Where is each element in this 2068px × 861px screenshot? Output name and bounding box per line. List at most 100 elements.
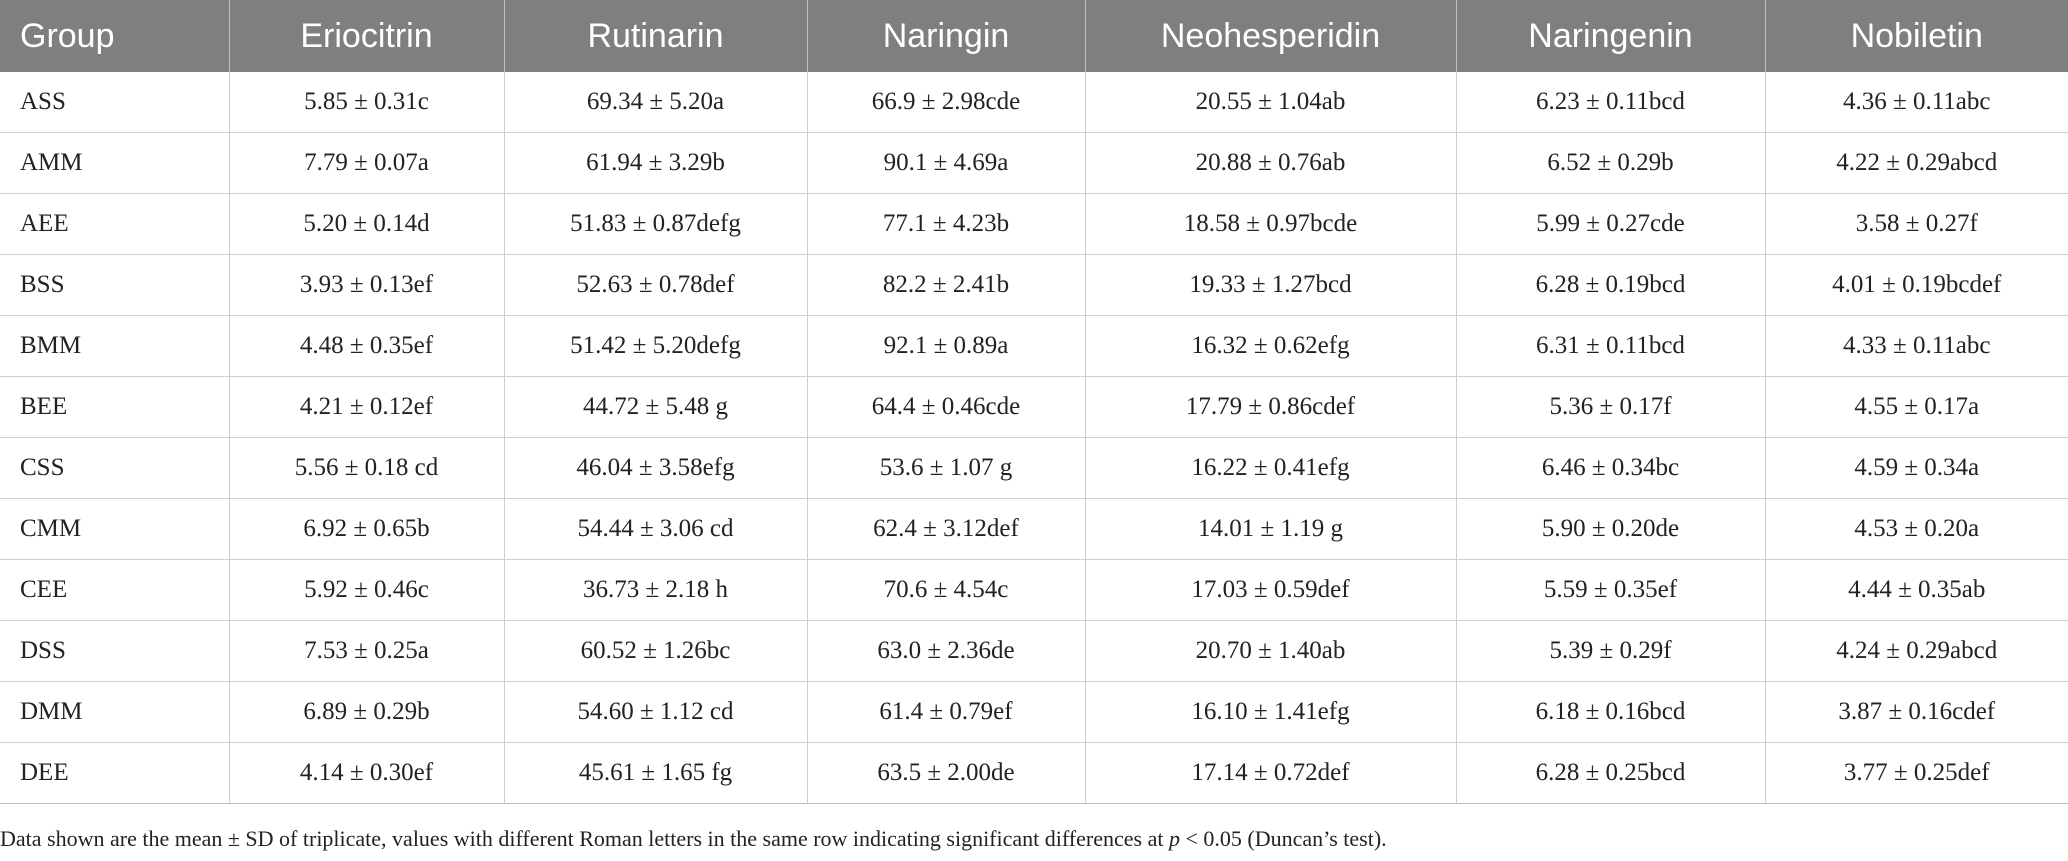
table-row: BSS 3.93 ± 0.13ef 52.63 ± 0.78def 82.2 ± 2.…	[0, 254, 2068, 316]
table-row: AEE 5.20 ± 0.14d 51.83 ± 0.87defg 77.1 ± 4.…	[0, 193, 2068, 255]
table-row: CSS 5.56 ± 0.18 cd 46.04 ± 3.58efg 53.6 ± 1…	[0, 437, 2068, 499]
header-cell: Naringin	[806, 0, 1085, 72]
value-cell: 20.88 ± 0.76ab	[1084, 132, 1457, 194]
value-cell: 16.22 ± 0.41efg	[1084, 437, 1457, 499]
value-cell: 5.39 ± 0.29f	[1455, 620, 1766, 682]
value-cell: 4.01 ± 0.19bcdef	[1764, 254, 2068, 316]
value-cell: 61.4 ± 0.79ef	[806, 681, 1086, 743]
value-cell: 6.28 ± 0.19bcd	[1455, 254, 1766, 316]
value-cell: 54.44 ± 3.06 cd	[503, 498, 808, 560]
header-cell: Naringenin	[1455, 0, 1765, 72]
table-row: DSS 7.53 ± 0.25a 60.52 ± 1.26bc 63.0 ± 2.36…	[0, 620, 2068, 682]
value-cell: 7.53 ± 0.25a	[228, 620, 505, 682]
value-cell: 20.70 ± 1.40ab	[1084, 620, 1457, 682]
value-cell: 53.6 ± 1.07 g	[806, 437, 1086, 499]
value-cell: 19.33 ± 1.27bcd	[1084, 254, 1457, 316]
value-cell: 18.58 ± 0.97bcde	[1084, 193, 1457, 255]
group-cell: AEE	[0, 193, 230, 255]
value-cell: 4.55 ± 0.17a	[1764, 376, 2068, 438]
value-cell: 36.73 ± 2.18 h	[503, 559, 808, 621]
value-cell: 20.55 ± 1.04ab	[1084, 72, 1457, 133]
table-body: ASS 5.85 ± 0.31c 69.34 ± 5.20a 66.9 ± 2.98c…	[0, 72, 2068, 804]
value-cell: 4.21 ± 0.12ef	[228, 376, 505, 438]
table-row: CEE 5.92 ± 0.46c 36.73 ± 2.18 h 70.6 ± 4.54…	[0, 559, 2068, 621]
value-cell: 62.4 ± 3.12def	[806, 498, 1086, 560]
value-cell: 46.04 ± 3.58efg	[503, 437, 808, 499]
table-row: CMM 6.92 ± 0.65b 54.44 ± 3.06 cd 62.4 ± 3.1…	[0, 498, 2068, 560]
group-cell: BEE	[0, 376, 230, 438]
value-cell: 82.2 ± 2.41b	[806, 254, 1086, 316]
value-cell: 4.48 ± 0.35ef	[228, 315, 505, 377]
value-cell: 6.89 ± 0.29b	[228, 681, 505, 743]
group-cell: CMM	[0, 498, 230, 560]
value-cell: 3.58 ± 0.27f	[1764, 193, 2068, 255]
value-cell: 70.6 ± 4.54c	[806, 559, 1086, 621]
value-cell: 5.56 ± 0.18 cd	[228, 437, 505, 499]
group-cell: DEE	[0, 742, 230, 804]
value-cell: 16.10 ± 1.41efg	[1084, 681, 1457, 743]
value-cell: 64.4 ± 0.46cde	[806, 376, 1086, 438]
value-cell: 3.87 ± 0.16cdef	[1764, 681, 2068, 743]
group-cell: AMM	[0, 132, 230, 194]
group-cell: CSS	[0, 437, 230, 499]
value-cell: 17.14 ± 0.72def	[1084, 742, 1457, 804]
table-row: BMM 4.48 ± 0.35ef 51.42 ± 5.20defg 92.1 ± 0…	[0, 315, 2068, 377]
value-cell: 92.1 ± 0.89a	[806, 315, 1086, 377]
footnote: Data shown are the mean ± SD of triplica…	[0, 826, 1387, 852]
value-cell: 90.1 ± 4.69a	[806, 132, 1086, 194]
group-cell: DSS	[0, 620, 230, 682]
value-cell: 61.94 ± 3.29b	[503, 132, 808, 194]
table-row: ASS 5.85 ± 0.31c 69.34 ± 5.20a 66.9 ± 2.98c…	[0, 72, 2068, 133]
value-cell: 60.52 ± 1.26bc	[503, 620, 808, 682]
footnote-text: Data shown are the mean ± SD of triplica…	[0, 826, 1169, 851]
value-cell: 5.90 ± 0.20de	[1455, 498, 1766, 560]
header-cell: Rutinarin	[503, 0, 807, 72]
value-cell: 6.18 ± 0.16bcd	[1455, 681, 1766, 743]
header-cell: Eriocitrin	[228, 0, 504, 72]
value-cell: 4.24 ± 0.29abcd	[1764, 620, 2068, 682]
footnote-text: p	[1168, 826, 1180, 851]
value-cell: 5.99 ± 0.27cde	[1455, 193, 1766, 255]
value-cell: 6.52 ± 0.29b	[1455, 132, 1766, 194]
value-cell: 3.93 ± 0.13ef	[228, 254, 505, 316]
table-row: BEE 4.21 ± 0.12ef 44.72 ± 5.48 g 64.4 ± 0.4…	[0, 376, 2068, 438]
value-cell: 51.83 ± 0.87defg	[503, 193, 808, 255]
value-cell: 4.59 ± 0.34a	[1764, 437, 2068, 499]
value-cell: 17.03 ± 0.59def	[1084, 559, 1457, 621]
group-cell: DMM	[0, 681, 230, 743]
value-cell: 5.59 ± 0.35ef	[1455, 559, 1766, 621]
header-cell: Nobiletin	[1764, 0, 2068, 72]
group-cell: BSS	[0, 254, 230, 316]
footnote-text: < 0.05 (Duncan’s test).	[1179, 826, 1387, 851]
value-cell: 4.22 ± 0.29abcd	[1764, 132, 2068, 194]
value-cell: 69.34 ± 5.20a	[503, 72, 808, 133]
header-cell: Group	[0, 0, 229, 72]
value-cell: 6.92 ± 0.65b	[228, 498, 505, 560]
value-cell: 4.44 ± 0.35ab	[1764, 559, 2068, 621]
value-cell: 6.31 ± 0.11bcd	[1455, 315, 1766, 377]
group-cell: CEE	[0, 559, 230, 621]
value-cell: 3.77 ± 0.25def	[1764, 742, 2068, 804]
value-cell: 4.33 ± 0.11abc	[1764, 315, 2068, 377]
value-cell: 63.5 ± 2.00de	[806, 742, 1086, 804]
header-cell: Neohesperidin	[1084, 0, 1456, 72]
value-cell: 52.63 ± 0.78def	[503, 254, 808, 316]
value-cell: 5.85 ± 0.31c	[228, 72, 505, 133]
group-cell: BMM	[0, 315, 230, 377]
value-cell: 4.14 ± 0.30ef	[228, 742, 505, 804]
value-cell: 6.28 ± 0.25bcd	[1455, 742, 1766, 804]
value-cell: 5.92 ± 0.46c	[228, 559, 505, 621]
value-cell: 63.0 ± 2.36de	[806, 620, 1086, 682]
value-cell: 44.72 ± 5.48 g	[503, 376, 808, 438]
value-cell: 45.61 ± 1.65 fg	[503, 742, 808, 804]
value-cell: 4.36 ± 0.11abc	[1764, 72, 2068, 133]
value-cell: 14.01 ± 1.19 g	[1084, 498, 1457, 560]
value-cell: 54.60 ± 1.12 cd	[503, 681, 808, 743]
value-cell: 4.53 ± 0.20a	[1764, 498, 2068, 560]
data-table: Group Eriocitrin Rutinarin Naringin Neohespe…	[0, 0, 2068, 804]
value-cell: 51.42 ± 5.20defg	[503, 315, 808, 377]
table-row: DMM 6.89 ± 0.29b 54.60 ± 1.12 cd 61.4 ± 0.7…	[0, 681, 2068, 743]
value-cell: 5.36 ± 0.17f	[1455, 376, 1766, 438]
value-cell: 77.1 ± 4.23b	[806, 193, 1086, 255]
